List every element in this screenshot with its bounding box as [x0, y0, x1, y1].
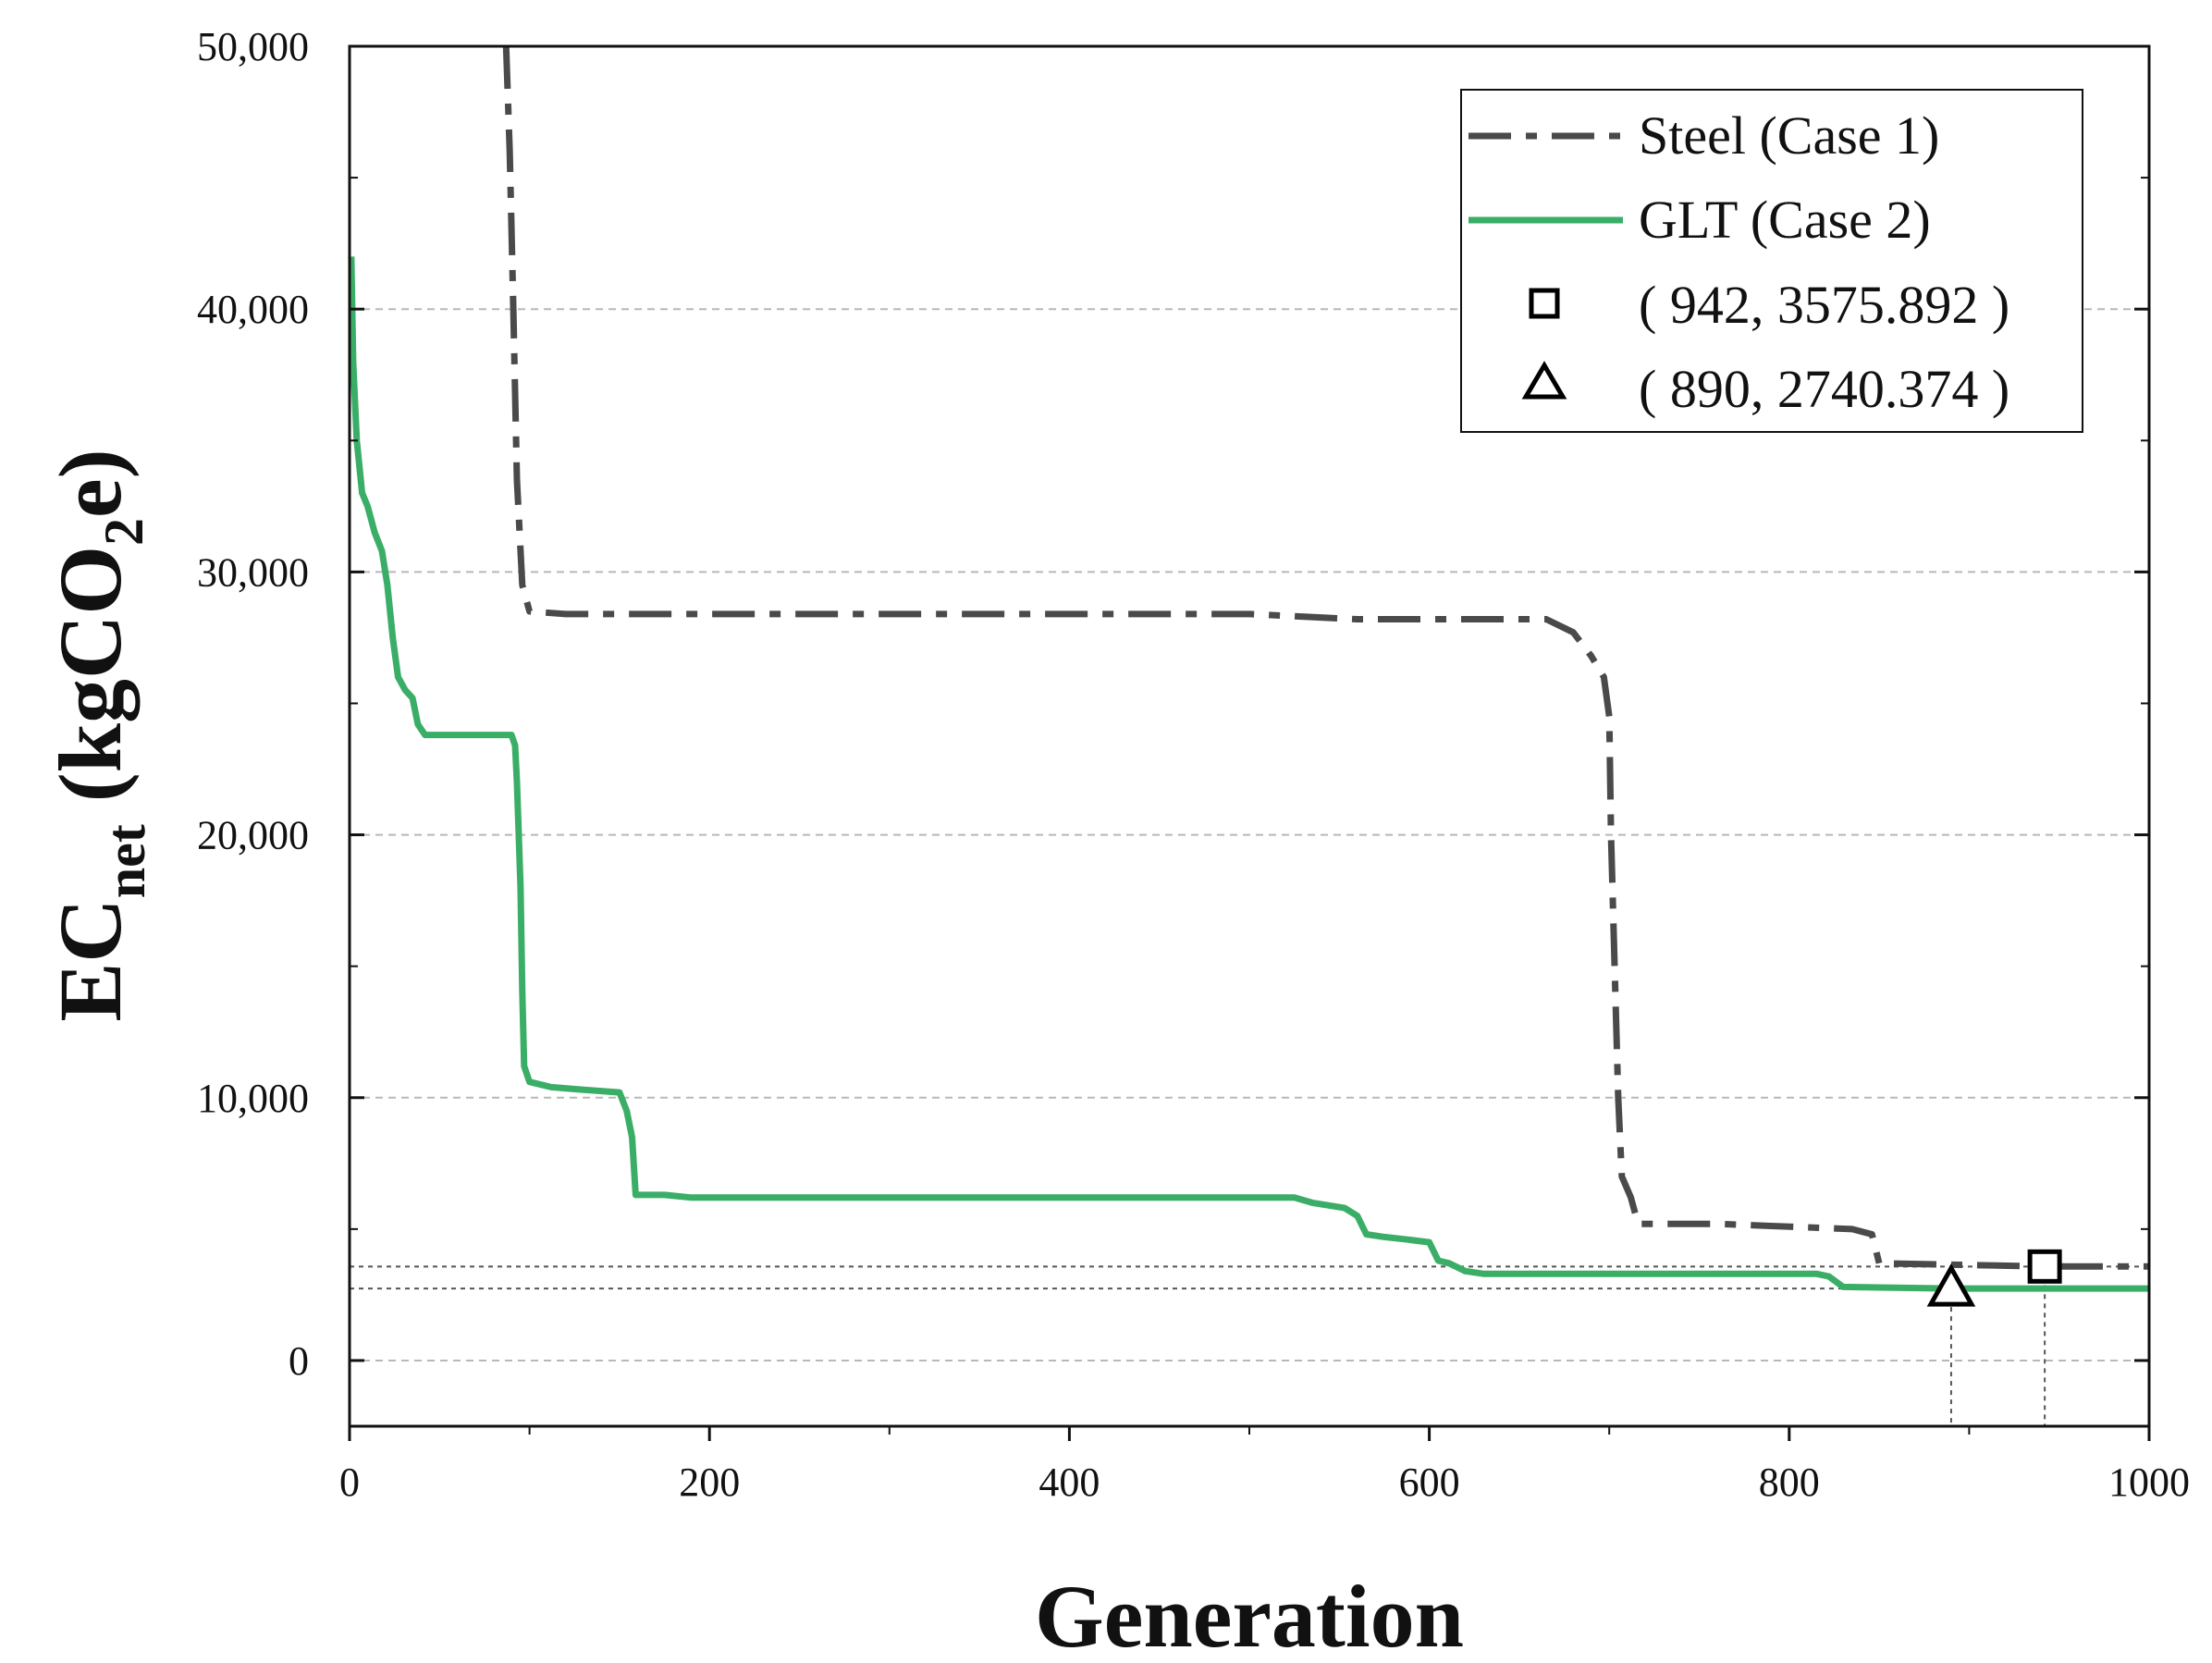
series-lines: [348, 45, 2149, 1292]
triangle-marker: [1926, 1263, 1976, 1307]
legend-steel-label: Steel (Case 1): [1639, 105, 1939, 166]
x-tick-label: 1000: [2108, 1460, 2190, 1505]
y-tick-label: 40,000: [197, 287, 309, 332]
y-axis-title-subscript: net: [95, 824, 156, 898]
series-glt-line: [348, 256, 2149, 1292]
x-tick-label: 0: [339, 1460, 360, 1505]
legend-box: [1460, 89, 2083, 433]
x-axis-title: Generation: [1035, 1567, 1464, 1663]
y-axis-title-unit-subscript: 2: [93, 518, 154, 546]
legend-square-marker: [1529, 288, 1560, 319]
legend-triangle-marker: [1521, 361, 1567, 400]
legend-glt-label: GLT (Case 2): [1639, 190, 1931, 250]
point-markers: [1926, 1249, 2062, 1307]
y-axis-title-unit: (kgCO: [41, 546, 140, 824]
legend: Steel (Case 1) GLT (Case 2) ( 942, 3575.…: [1460, 89, 2083, 433]
x-tick-label: 600: [1399, 1460, 1460, 1505]
y-axis-title-main: EC: [41, 898, 140, 1021]
axis-ticks: 0 10,000 20,000 30,000 40,000 50,000 0 200 400 60…: [197, 24, 2190, 1505]
series-steel-line: [502, 45, 2149, 1270]
y-tick-label: 50,000: [197, 24, 309, 69]
y-axis-title-unit-close: e): [41, 449, 140, 518]
square-marker: [2027, 1249, 2062, 1284]
x-tick-label: 200: [679, 1460, 740, 1505]
y-axis-title: ECnet (kgCO2e): [41, 449, 156, 1021]
y-tick-label: 20,000: [197, 813, 309, 858]
legend-square-label: ( 942, 3575.892 ): [1639, 275, 2009, 335]
legend-triangle-label: ( 890, 2740.374 ): [1639, 359, 2009, 419]
y-tick-label: 30,000: [197, 549, 309, 595]
x-tick-label: 800: [1759, 1460, 1820, 1505]
grid-lines: [350, 308, 2149, 1361]
x-tick-label: 400: [1038, 1460, 1100, 1505]
y-tick-label: 10,000: [197, 1076, 309, 1121]
y-tick-label: 0: [289, 1338, 309, 1384]
